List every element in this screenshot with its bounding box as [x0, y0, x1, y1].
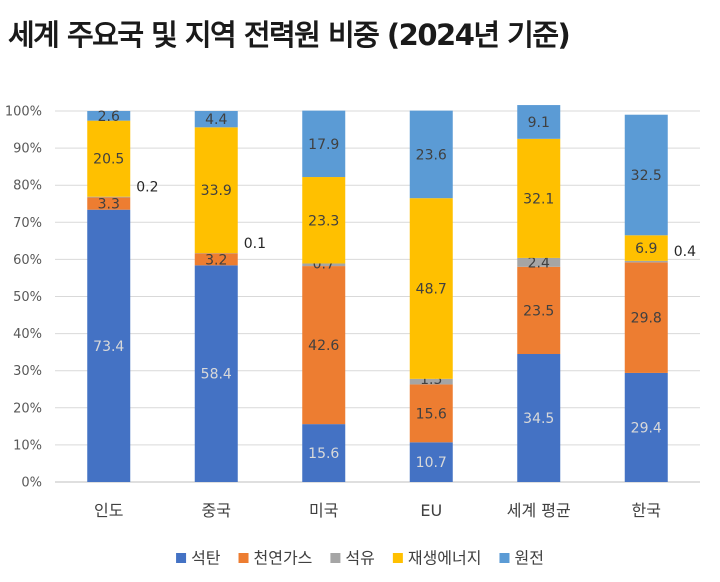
- data-label: 0.4: [674, 244, 696, 260]
- legend-label: 재생에너지: [408, 549, 482, 568]
- bar-segment: [624, 114, 668, 236]
- data-label: 33.9: [201, 183, 232, 199]
- y-tick-label: 100%: [5, 105, 42, 120]
- x-category-label: 세계 평균: [507, 501, 571, 520]
- data-label: 23.3: [308, 213, 339, 229]
- data-label: 3.2: [205, 252, 227, 268]
- data-label: 17.9: [308, 137, 339, 153]
- data-label: 9.1: [528, 115, 550, 131]
- data-label: 10.7: [416, 455, 447, 471]
- bar-segment: [409, 384, 453, 443]
- bar-segment: [409, 442, 453, 482]
- data-label: 34.5: [523, 411, 554, 427]
- y-tick-label: 50%: [13, 290, 42, 305]
- legend-label: 석탄: [191, 549, 221, 568]
- bar-segment: [302, 110, 346, 178]
- y-tick-label: 80%: [13, 179, 42, 194]
- bar-segment: [624, 260, 668, 263]
- legend-swatch: [330, 553, 341, 563]
- y-tick-label: 90%: [13, 142, 42, 157]
- bar-segment: [87, 111, 131, 121]
- bar-segment: [194, 111, 238, 128]
- legend-swatch: [499, 553, 510, 563]
- chart-title: 세계 주요국 및 지역 전력원 비중 (2024년 기준): [8, 18, 571, 52]
- y-tick-label: 30%: [13, 364, 42, 379]
- legend-label: 원전: [514, 549, 543, 568]
- bar-segment: [302, 424, 346, 482]
- y-tick-label: 40%: [13, 327, 42, 342]
- bar-segment: [517, 105, 561, 139]
- data-label: 15.6: [416, 406, 447, 422]
- y-tick-label: 10%: [13, 438, 42, 453]
- data-label: 3.3: [98, 197, 120, 213]
- bar-segment: [517, 354, 561, 482]
- bar-segment: [409, 378, 453, 385]
- x-category-label: EU: [420, 501, 442, 520]
- bar-segment: [194, 265, 238, 482]
- data-label: 32.1: [523, 191, 554, 207]
- bar-segment: [517, 257, 561, 267]
- bar-segment: [87, 120, 131, 197]
- data-label: 2.6: [98, 109, 120, 125]
- data-label: 2.4: [528, 255, 550, 271]
- x-category-label: 미국: [309, 501, 338, 520]
- data-label: 4.4: [205, 112, 227, 128]
- bar-segment: [302, 263, 346, 267]
- data-label: 15.6: [308, 446, 339, 462]
- data-label: 6.9: [635, 241, 657, 257]
- data-label: 48.7: [416, 282, 447, 298]
- y-tick-label: 0%: [21, 476, 42, 491]
- data-label: 23.5: [523, 303, 554, 319]
- bar-segment: [87, 196, 131, 198]
- x-category-label: 한국: [632, 501, 661, 520]
- bar-segment: [517, 266, 561, 355]
- x-category-label: 인도: [94, 501, 123, 520]
- bar-segment: [194, 127, 238, 254]
- legend-label: 석유: [345, 549, 374, 568]
- bar-segment: [302, 177, 346, 264]
- legend-swatch: [238, 553, 249, 563]
- y-tick-label: 20%: [13, 401, 42, 416]
- data-label: 0.2: [136, 180, 158, 196]
- legend-label: 천연가스: [254, 549, 313, 568]
- bar-segment: [302, 266, 346, 425]
- bar-segment: [624, 372, 668, 482]
- data-label: 42.6: [308, 338, 339, 354]
- data-label: 0.1: [244, 236, 266, 252]
- data-label: 23.6: [416, 147, 447, 163]
- x-category-label: 중국: [202, 501, 231, 520]
- y-tick-label: 70%: [13, 216, 42, 231]
- data-label: 29.8: [631, 311, 662, 327]
- bar-segment: [87, 197, 131, 210]
- legend-swatch: [392, 553, 403, 563]
- legend-swatch: [176, 553, 187, 563]
- y-tick-label: 60%: [13, 253, 42, 268]
- data-label: 32.5: [631, 168, 662, 184]
- bar-segment: [624, 235, 668, 261]
- bar-segment: [409, 198, 453, 379]
- bar-segment: [517, 138, 561, 258]
- bar-segment: [87, 209, 131, 482]
- data-label: 20.5: [93, 152, 124, 168]
- data-label: 58.4: [201, 367, 232, 383]
- data-label: 73.4: [93, 339, 124, 355]
- bar-segment: [624, 262, 668, 373]
- bar-segment: [409, 110, 453, 199]
- data-label: 29.4: [631, 420, 662, 436]
- bar-segment: [194, 253, 238, 266]
